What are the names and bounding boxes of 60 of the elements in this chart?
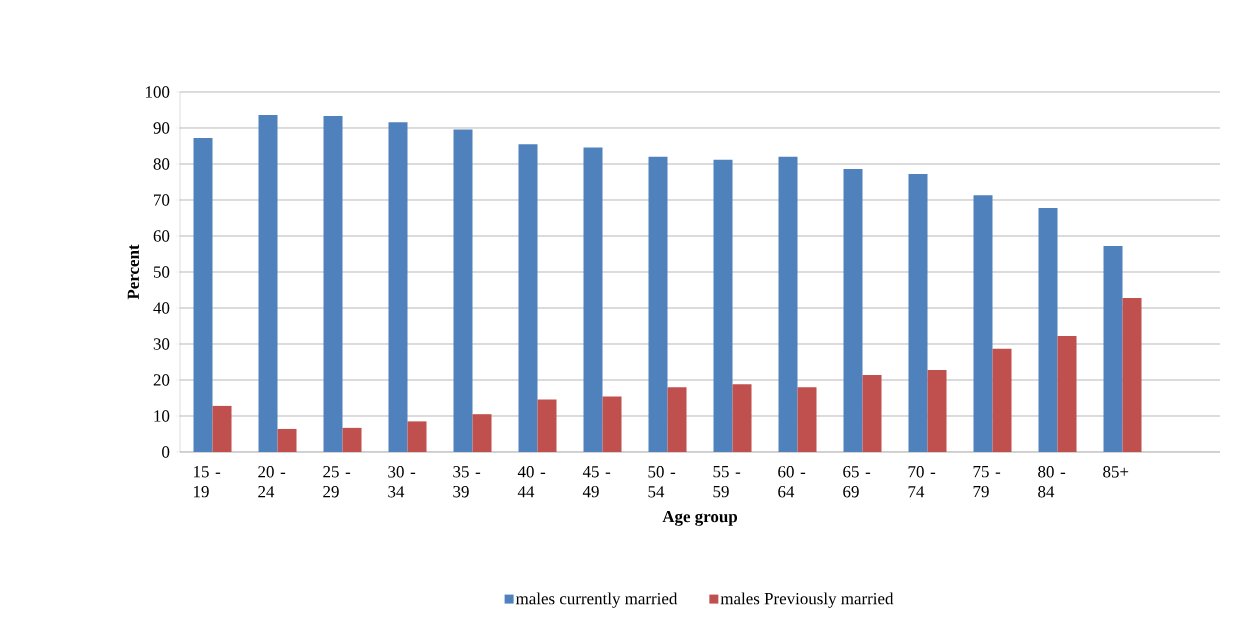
x-tick-label: 55 - 59	[713, 466, 741, 498]
x-tick-label: 50 - 54	[648, 466, 676, 498]
x-tick-label: 80 - 84	[1038, 466, 1066, 498]
bar	[713, 159, 733, 452]
y-tick-label: 60	[153, 230, 170, 242]
y-tick-label: 100	[145, 86, 170, 98]
bar	[732, 384, 752, 452]
bar	[1122, 297, 1142, 452]
y-axis-title: Percent	[127, 244, 140, 300]
bar	[193, 138, 213, 452]
bar	[342, 427, 362, 452]
bar	[1103, 246, 1123, 452]
bar	[908, 174, 928, 452]
bar	[778, 156, 798, 452]
x-tick-label: 15 - 19	[194, 466, 221, 498]
x-tick-label: 85+	[1103, 466, 1129, 478]
x-tick-label: 20 - 24	[258, 466, 286, 498]
bar	[388, 122, 408, 452]
x-tick-label: 60 - 64	[778, 466, 806, 498]
y-tick-label: 30	[153, 338, 170, 350]
y-tick-label: 70	[154, 194, 170, 206]
bar	[927, 369, 947, 452]
y-tick-label: 50	[153, 266, 170, 278]
x-tick-label: 70 - 74	[908, 466, 936, 498]
y-tick-label: 80	[153, 158, 170, 170]
x-tick-label: 35 - 39	[453, 466, 481, 498]
x-tick-label: 40 - 44	[517, 466, 546, 498]
bar	[583, 147, 603, 452]
bar	[453, 129, 473, 452]
x-tick-label: 30 - 34	[388, 466, 416, 498]
bar	[323, 116, 343, 452]
bar	[277, 428, 297, 452]
bar	[212, 405, 232, 452]
x-tick-label: 65 - 69	[843, 466, 871, 498]
bar	[1057, 336, 1077, 452]
x-tick-label: 75 - 79	[973, 466, 1001, 498]
bar	[862, 374, 882, 452]
y-tick-label: 0	[162, 446, 170, 458]
bar	[518, 144, 538, 452]
bar	[992, 348, 1012, 452]
x-axis-title: Age group	[662, 510, 738, 526]
bar	[537, 399, 557, 452]
x-tick-label: 45 - 49	[582, 466, 611, 498]
bar	[407, 421, 427, 452]
bar	[797, 387, 817, 452]
y-tick-label: 20	[153, 374, 170, 386]
x-tick-label: 25 - 29	[323, 466, 351, 498]
bar	[667, 387, 687, 452]
bar	[1038, 207, 1058, 452]
y-tick-label: 40	[153, 302, 170, 314]
bar	[973, 195, 993, 452]
bar	[648, 156, 668, 452]
legend-label: males Previously married	[720, 592, 894, 608]
bar	[258, 115, 278, 452]
bar	[843, 169, 863, 452]
y-tick-label: 10	[154, 410, 170, 422]
bar	[472, 414, 492, 452]
bar	[602, 396, 622, 452]
y-tick-label: 90	[153, 122, 170, 134]
legend-label: males currently married	[515, 592, 678, 608]
